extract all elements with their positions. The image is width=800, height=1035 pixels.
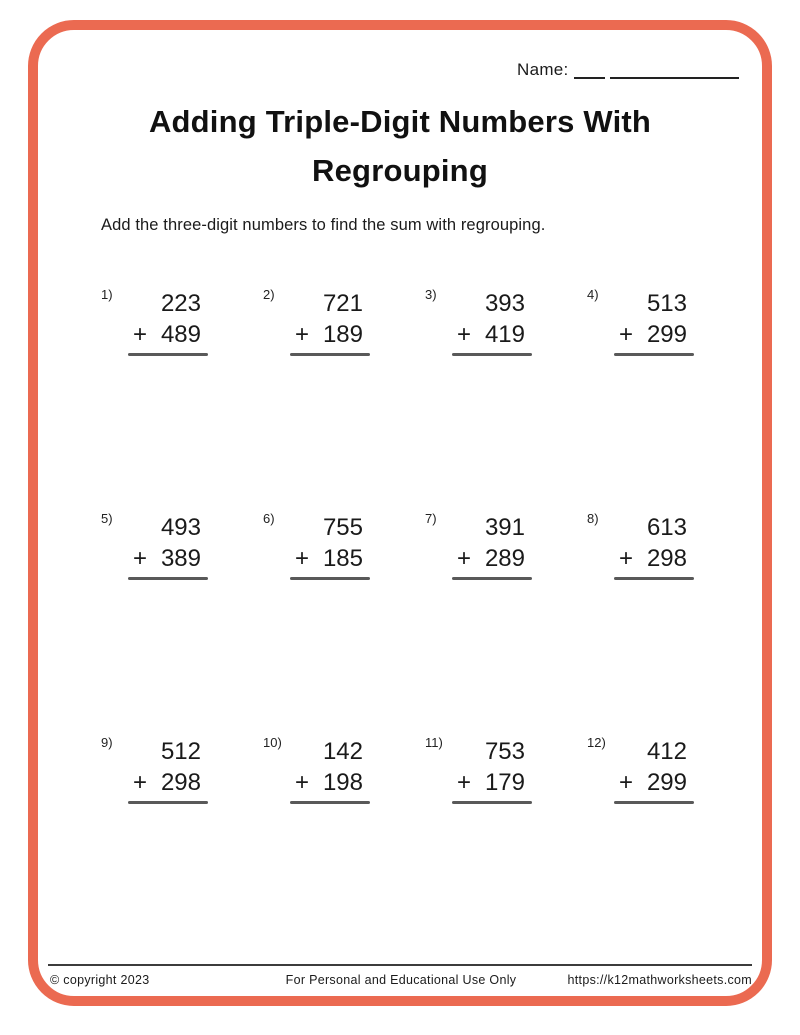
vertical-addition: 493 + 389: [128, 509, 208, 580]
problem-number: 2): [263, 287, 275, 302]
problem-number: 7): [425, 511, 437, 526]
vertical-addition: 393 + 419: [452, 285, 532, 356]
problem-1: 1) 223 + 489: [100, 285, 262, 509]
addend-top: 513: [646, 290, 687, 317]
vertical-addition: 753 + 179: [452, 733, 532, 804]
name-blank-line: [609, 63, 739, 79]
addend-bottom: 298: [646, 545, 687, 572]
addend-bottom: 299: [646, 321, 687, 348]
addend-bottom: 179: [484, 769, 525, 796]
addend-bottom: 389: [160, 545, 201, 572]
addend-bottom: 419: [484, 321, 525, 348]
answer-line: [614, 577, 694, 580]
problem-number: 5): [101, 511, 113, 526]
vertical-addition: 755 + 185: [290, 509, 370, 580]
problem-8: 8) 613 + 298: [586, 509, 748, 733]
plus-sign: +: [133, 769, 148, 796]
vertical-addition: 721 + 189: [290, 285, 370, 356]
problem-12: 12) 412 + 299: [586, 733, 748, 957]
problem-number: 4): [587, 287, 599, 302]
answer-line: [290, 353, 370, 356]
problem-6: 6) 755 + 185: [262, 509, 424, 733]
answer-line: [452, 577, 532, 580]
plus-sign: +: [457, 769, 472, 796]
plus-sign: +: [457, 321, 472, 348]
vertical-addition: 223 + 489: [128, 285, 208, 356]
addend-top: 721: [322, 290, 363, 317]
name-label: Name:: [517, 60, 569, 79]
addend-top: 493: [160, 514, 201, 541]
addend-bottom: 198: [322, 769, 363, 796]
footer-usage-note: For Personal and Educational Use Only: [285, 973, 517, 987]
footer-divider: [48, 964, 752, 966]
vertical-addition: 412 + 299: [614, 733, 694, 804]
problem-number: 6): [263, 511, 275, 526]
answer-line: [128, 353, 208, 356]
plus-sign: +: [133, 545, 148, 572]
name-blank-line: [573, 63, 605, 79]
plus-sign: +: [619, 321, 634, 348]
plus-sign: +: [619, 545, 634, 572]
problem-11: 11) 753 + 179: [424, 733, 586, 957]
plus-sign: +: [457, 545, 472, 572]
plus-sign: +: [295, 545, 310, 572]
page-title: Adding Triple-Digit Numbers With Regroup…: [0, 97, 800, 195]
problem-5: 5) 493 + 389: [100, 509, 262, 733]
page-title-line1: Adding Triple-Digit Numbers With: [148, 104, 652, 139]
addend-top: 512: [160, 738, 201, 765]
plus-sign: +: [619, 769, 634, 796]
worksheet-frame: [28, 20, 772, 1006]
footer-copyright: © copyright 2023: [50, 973, 150, 987]
problem-4: 4) 513 + 299: [586, 285, 748, 509]
problem-number: 10): [263, 735, 282, 750]
plus-sign: +: [295, 321, 310, 348]
answer-line: [128, 577, 208, 580]
addend-top: 753: [484, 738, 525, 765]
answer-line: [128, 801, 208, 804]
name-field: Name:: [517, 60, 739, 80]
vertical-addition: 391 + 289: [452, 509, 532, 580]
addend-top: 412: [646, 738, 687, 765]
addend-bottom: 189: [322, 321, 363, 348]
addend-top: 223: [160, 290, 201, 317]
problem-9: 9) 512 + 298: [100, 733, 262, 957]
addend-bottom: 298: [160, 769, 201, 796]
instruction-text: Add the three-digit numbers to find the …: [101, 216, 546, 234]
problems-grid: 1) 223 + 489 2) 721 + 189 3) 393 + 419: [100, 285, 748, 957]
answer-line: [452, 353, 532, 356]
problem-number: 11): [425, 735, 443, 750]
vertical-addition: 512 + 298: [128, 733, 208, 804]
problem-10: 10) 142 + 198: [262, 733, 424, 957]
addend-bottom: 299: [646, 769, 687, 796]
vertical-addition: 613 + 298: [614, 509, 694, 580]
vertical-addition: 142 + 198: [290, 733, 370, 804]
addend-bottom: 489: [160, 321, 201, 348]
problem-3: 3) 393 + 419: [424, 285, 586, 509]
answer-line: [614, 801, 694, 804]
plus-sign: +: [295, 769, 310, 796]
addend-top: 393: [484, 290, 525, 317]
answer-line: [452, 801, 532, 804]
plus-sign: +: [133, 321, 148, 348]
problem-7: 7) 391 + 289: [424, 509, 586, 733]
answer-line: [290, 801, 370, 804]
problem-2: 2) 721 + 189: [262, 285, 424, 509]
addend-bottom: 289: [484, 545, 525, 572]
footer: © copyright 2023 For Personal and Educat…: [50, 973, 752, 987]
answer-line: [614, 353, 694, 356]
addend-top: 391: [484, 514, 525, 541]
addend-bottom: 185: [322, 545, 363, 572]
problem-number: 8): [587, 511, 599, 526]
addend-top: 142: [322, 738, 363, 765]
page-title-line2: Regrouping: [312, 153, 488, 188]
answer-line: [290, 577, 370, 580]
problem-number: 3): [425, 287, 437, 302]
addend-top: 613: [646, 514, 687, 541]
problem-number: 1): [101, 287, 113, 302]
footer-url: https://k12mathworksheets.com: [567, 973, 752, 987]
problem-number: 12): [587, 735, 606, 750]
addend-top: 755: [322, 514, 363, 541]
problem-number: 9): [101, 735, 113, 750]
vertical-addition: 513 + 299: [614, 285, 694, 356]
